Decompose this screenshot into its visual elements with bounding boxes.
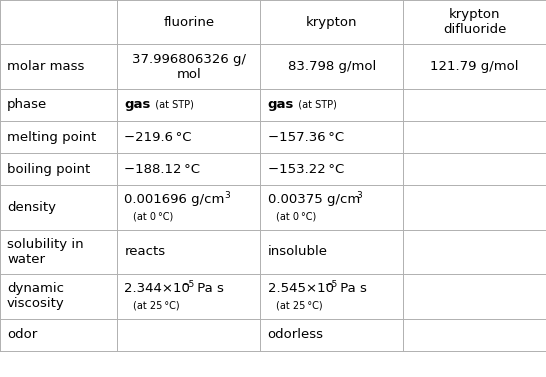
Text: odor: odor <box>7 328 37 341</box>
Text: −157.36 °C: −157.36 °C <box>268 130 343 144</box>
Text: −188.12 °C: −188.12 °C <box>124 162 200 176</box>
Text: 121.79 g/mol: 121.79 g/mol <box>430 60 519 73</box>
Text: 3: 3 <box>224 191 230 200</box>
Text: density: density <box>7 201 56 214</box>
Text: odorless: odorless <box>268 328 324 341</box>
Text: krypton
difluoride: krypton difluoride <box>443 8 507 36</box>
Text: molar mass: molar mass <box>7 60 85 73</box>
Text: 37.996806326 g/
mol: 37.996806326 g/ mol <box>132 53 246 81</box>
Text: insoluble: insoluble <box>268 245 328 258</box>
Text: krypton: krypton <box>306 16 358 29</box>
Text: −153.22 °C: −153.22 °C <box>268 162 344 176</box>
Text: fluorine: fluorine <box>163 16 215 29</box>
Text: 2.545×10: 2.545×10 <box>268 282 334 295</box>
Text: −5: −5 <box>324 280 337 289</box>
Text: Pa s: Pa s <box>193 282 224 295</box>
Text: phase: phase <box>7 98 48 112</box>
Text: boiling point: boiling point <box>7 162 90 176</box>
Text: dynamic
viscosity: dynamic viscosity <box>7 282 65 310</box>
Text: 83.798 g/mol: 83.798 g/mol <box>288 60 376 73</box>
Text: reacts: reacts <box>124 245 165 258</box>
Text: (at 25 °C): (at 25 °C) <box>133 300 179 310</box>
Text: (at 0 °C): (at 0 °C) <box>276 211 316 221</box>
Text: gas: gas <box>268 98 294 112</box>
Text: Pa s: Pa s <box>336 282 367 295</box>
Text: 0.001696 g/cm: 0.001696 g/cm <box>124 193 225 206</box>
Text: (at STP): (at STP) <box>292 100 337 110</box>
Text: −5: −5 <box>181 280 194 289</box>
Text: melting point: melting point <box>7 130 96 144</box>
Text: (at 25 °C): (at 25 °C) <box>276 300 322 310</box>
Text: (at STP): (at STP) <box>149 100 194 110</box>
Text: (at 0 °C): (at 0 °C) <box>133 211 173 221</box>
Text: gas: gas <box>124 98 151 112</box>
Text: 0.00375 g/cm: 0.00375 g/cm <box>268 193 360 206</box>
Text: 3: 3 <box>357 191 363 200</box>
Text: 2.344×10: 2.344×10 <box>124 282 191 295</box>
Text: solubility in
water: solubility in water <box>7 238 84 266</box>
Text: −219.6 °C: −219.6 °C <box>124 130 192 144</box>
